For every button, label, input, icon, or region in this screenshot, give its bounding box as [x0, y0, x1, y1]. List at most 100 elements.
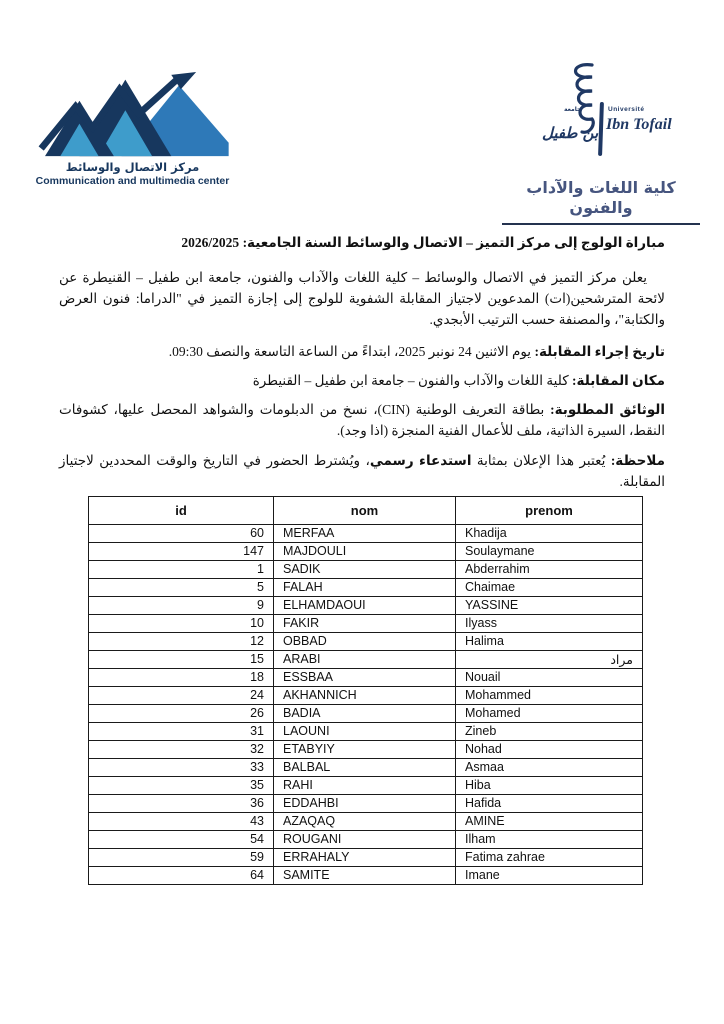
table-cell-id: 1 — [88, 560, 274, 579]
table-row: 43 AZAQAQ AMINE — [88, 812, 643, 831]
interview-place-line: مكان المقابلة: كلية اللغات والآداب والفن… — [59, 370, 665, 391]
table-row: 35 RAHI Hiba — [88, 776, 643, 795]
table-cell-prenom: Fatima zahrae — [455, 848, 643, 867]
table-cell-id: 54 — [88, 830, 274, 849]
table-row: 26 BADIA Mohamed — [88, 704, 643, 723]
applicants-table-container: id nom prenom 60 MERFAA Khadija 147 MAJDOULI… — [88, 496, 643, 885]
table-cell-nom: OBBAD — [273, 632, 456, 651]
table-row: 15 ARABI مراد — [88, 650, 643, 669]
table-cell-prenom: Mohamed — [455, 704, 643, 723]
table-cell-prenom: Nohad — [455, 740, 643, 759]
table-row: 31 LAOUNI Zineb — [88, 722, 643, 741]
table-row: 147 MAJDOULI Soulaymane — [88, 542, 643, 561]
interview-place-label: مكان المقابلة: — [572, 373, 665, 388]
note-text-2: ، ويُشترط الحضور في التاريخ والوقت المحد… — [59, 453, 665, 489]
announcement-body: مباراة الولوج إلى مركز التميز – الاتصال … — [59, 232, 665, 492]
table-cell-nom: MAJDOULI — [273, 542, 456, 561]
table-row: 10 FAKIR Ilyass — [88, 614, 643, 633]
table-cell-nom: SAMITE — [273, 866, 456, 885]
table-cell-nom: ESSBAA — [273, 668, 456, 687]
table-cell-id: 24 — [88, 686, 274, 705]
column-header-id: id — [88, 496, 274, 525]
document-title: مباراة الولوج إلى مركز التميز – الاتصال … — [181, 235, 665, 250]
table-cell-prenom: Halima — [455, 632, 643, 651]
table-cell-id: 10 — [88, 614, 274, 633]
table-cell-id: 32 — [88, 740, 274, 759]
note-line: ملاحظة: يُعتبر هذا الإعلان بمثابة استدعا… — [59, 450, 665, 492]
required-documents-label: الوثائق المطلوبة: — [550, 402, 665, 417]
table-row: 5 FALAH Chaimae — [88, 578, 643, 597]
calligraphy-squiggle-icon — [573, 63, 595, 134]
table-cell-nom: RAHI — [273, 776, 456, 795]
ibn-tofail-arabic-label: بن طفيل — [542, 124, 599, 142]
faculty-underline — [502, 223, 700, 225]
table-cell-nom: FAKIR — [273, 614, 456, 633]
university-logo: جامعة بن طفيل Université Ibn Tofail كلية… — [502, 60, 700, 225]
note-label: ملاحظة: — [610, 453, 665, 468]
faculty-name-label: كلية اللغات والآداب والفنون — [526, 178, 676, 217]
cmc-logo: مركز الاتصال والوسائط Communication and … — [30, 72, 235, 188]
table-cell-id: 31 — [88, 722, 274, 741]
table-cell-prenom: Soulaymane — [455, 542, 643, 561]
table-cell-prenom: Abderrahim — [455, 560, 643, 579]
table-cell-prenom: Khadija — [455, 524, 643, 543]
applicants-table: id nom prenom 60 MERFAA Khadija 147 MAJDOULI… — [88, 496, 643, 885]
note-text-1: يُعتبر هذا الإعلان بمثابة — [471, 453, 611, 468]
table-cell-prenom: Ilham — [455, 830, 643, 849]
table-cell-prenom: Zineb — [455, 722, 643, 741]
ibn-tofail-script-label: Ibn Tofail — [606, 116, 672, 133]
table-cell-nom: EDDAHBI — [273, 794, 456, 813]
table-cell-prenom: AMINE — [455, 812, 643, 831]
jamiaa-label: جامعة — [564, 106, 582, 113]
table-cell-id: 12 — [88, 632, 274, 651]
table-cell-id: 33 — [88, 758, 274, 777]
table-cell-id: 36 — [88, 794, 274, 813]
table-cell-id: 26 — [88, 704, 274, 723]
table-cell-prenom: Hiba — [455, 776, 643, 795]
table-row: 12 OBBAD Halima — [88, 632, 643, 651]
mountains-arrow-icon — [38, 72, 229, 157]
table-cell-id: 15 — [88, 650, 274, 669]
table-row: 64 SAMITE Imane — [88, 866, 643, 885]
table-cell-prenom: مراد — [455, 650, 643, 669]
table-cell-id: 5 — [88, 578, 274, 597]
applicants-table-head: id nom prenom — [88, 496, 643, 525]
university-logo-mark: جامعة بن طفيل Université Ibn Tofail — [502, 60, 700, 178]
table-cell-prenom: Asmaa — [455, 758, 643, 777]
table-cell-prenom: Chaimae — [455, 578, 643, 597]
interview-date-text: يوم الاثنين 24 نونبر 2025، ابتداءً من ال… — [168, 344, 535, 359]
table-cell-prenom: Nouail — [455, 668, 643, 687]
column-header-prenom: prenom — [455, 496, 643, 525]
table-cell-nom: BADIA — [273, 704, 456, 723]
table-cell-nom: AZAQAQ — [273, 812, 456, 831]
cmc-logo-english-label: Communication and multimedia center — [35, 175, 230, 187]
table-row: 18 ESSBAA Nouail — [88, 668, 643, 687]
table-cell-nom: ERRAHALY — [273, 848, 456, 867]
cmc-logo-arabic-label: مركز الاتصال والوسائط — [65, 160, 200, 174]
universite-label: Université — [608, 106, 645, 113]
applicants-table-body: 60 MERFAA Khadija 147 MAJDOULI Soulaymane 1 SAD… — [88, 524, 643, 885]
column-header-nom: nom — [273, 496, 456, 525]
table-cell-id: 9 — [88, 596, 274, 615]
interview-date-label: تاريخ إجراء المقابلة: — [534, 344, 665, 359]
required-documents-line: الوثائق المطلوبة: بطاقة التعريف الوطنية … — [59, 399, 665, 441]
interview-date-line: تاريخ إجراء المقابلة: يوم الاثنين 24 نون… — [59, 341, 665, 362]
table-cell-nom: LAOUNI — [273, 722, 456, 741]
table-cell-nom: ROUGANI — [273, 830, 456, 849]
table-cell-id: 35 — [88, 776, 274, 795]
table-cell-prenom: Mohammed — [455, 686, 643, 705]
interview-place-text: كلية اللغات والآداب والفنون – جامعة ابن … — [252, 373, 573, 388]
table-cell-id: 18 — [88, 668, 274, 687]
table-cell-nom: BALBAL — [273, 758, 456, 777]
table-cell-id: 64 — [88, 866, 274, 885]
table-cell-prenom: YASSINE — [455, 596, 643, 615]
table-row: 24 AKHANNICH Mohammed — [88, 686, 643, 705]
table-row: 59 ERRAHALY Fatima zahrae — [88, 848, 643, 867]
note-bold-text: استدعاء رسمي — [369, 453, 472, 468]
table-cell-id: 43 — [88, 812, 274, 831]
table-row: 60 MERFAA Khadija — [88, 524, 643, 543]
table-cell-nom: MERFAA — [273, 524, 456, 543]
table-cell-nom: AKHANNICH — [273, 686, 456, 705]
table-row: 32 ETABYIY Nohad — [88, 740, 643, 759]
